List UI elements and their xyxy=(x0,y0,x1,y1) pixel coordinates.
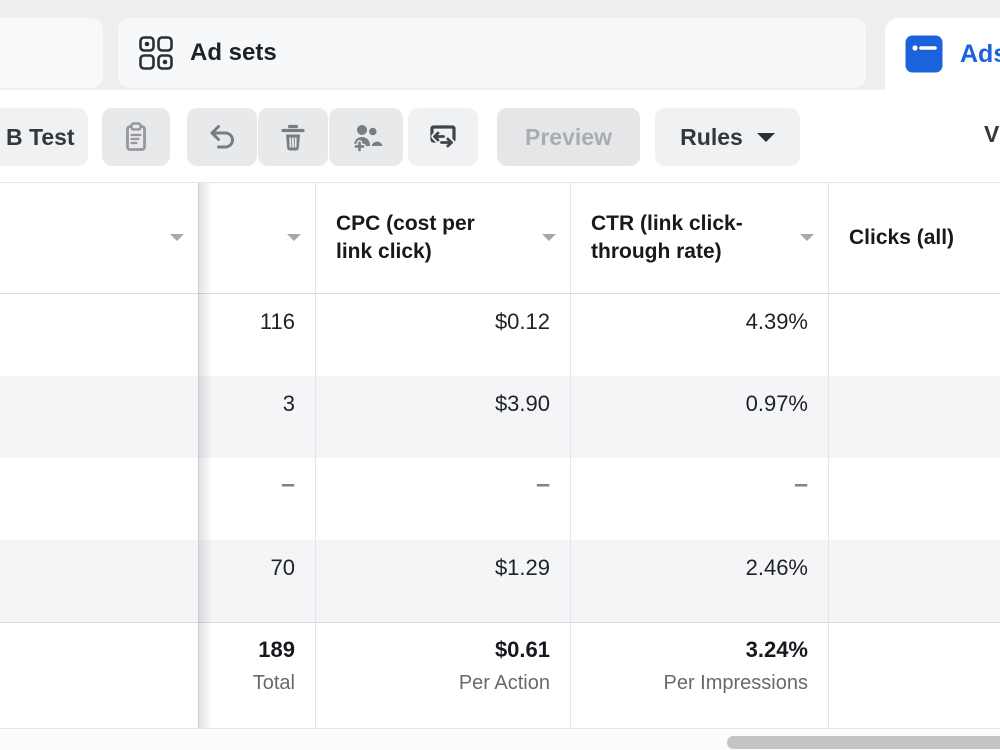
ab-test-label: B Test xyxy=(6,123,75,150)
paste-icon xyxy=(126,122,146,151)
total-cpc: $0.61 Per Action xyxy=(315,623,570,728)
cell-clicks xyxy=(828,376,1000,458)
undo-icon xyxy=(210,125,234,149)
cell-clicks xyxy=(828,294,1000,376)
cell-ctr: – xyxy=(570,458,828,540)
horizontal-scrollbar[interactable] xyxy=(0,728,1000,750)
table-row: 3 $3.90 0.97% xyxy=(0,376,1000,458)
rules-button[interactable]: Rules xyxy=(655,108,800,166)
delete-button[interactable] xyxy=(258,108,328,166)
tab-ads[interactable]: Ads xyxy=(885,18,1000,90)
trash-icon xyxy=(281,124,305,151)
tab-campaigns-partial[interactable] xyxy=(0,18,103,88)
cell-ctr: 2.46% xyxy=(570,540,828,622)
cell-cpc: $0.12 xyxy=(315,294,570,376)
cell-cpc: $3.90 xyxy=(315,376,570,458)
sort-arrow-icon[interactable] xyxy=(287,234,301,241)
cell-results: 70 xyxy=(270,555,295,580)
toolbar: B Test xyxy=(0,90,1000,182)
swap-screen-button[interactable] xyxy=(408,108,478,166)
undo-button[interactable] xyxy=(187,108,257,166)
cell-cpc: $1.29 xyxy=(315,540,570,622)
toolbar-right-partial[interactable]: V xyxy=(984,121,1000,147)
header-ctr[interactable]: CTR (link click-through rate) xyxy=(570,183,828,293)
cell-results: 3 xyxy=(282,391,295,416)
header-col-1[interactable] xyxy=(0,183,198,293)
cell-results: – xyxy=(281,470,295,498)
tab-ad-sets-label: Ad sets xyxy=(190,39,277,66)
preview-button[interactable]: Preview xyxy=(497,108,640,166)
tab-ads-label: Ads xyxy=(960,39,1000,68)
total-ctr: 3.24% Per Impressions xyxy=(570,623,828,728)
preview-label: Preview xyxy=(525,123,612,150)
metrics-table: CPC (cost per link click) CTR (link clic… xyxy=(0,182,1000,729)
total-results: 189 Total xyxy=(252,637,295,694)
sort-arrow-icon[interactable] xyxy=(170,234,184,241)
ad-sets-grid-icon xyxy=(139,36,173,70)
ab-test-button[interactable]: B Test xyxy=(0,108,88,166)
cell-ctr: 4.39% xyxy=(570,294,828,376)
cell-clicks xyxy=(828,458,1000,540)
table-row: 70 $1.29 2.46% xyxy=(0,540,1000,622)
header-cpc[interactable]: CPC (cost per link click) xyxy=(315,183,570,293)
cell-results: 116 xyxy=(259,309,295,334)
add-people-button[interactable] xyxy=(329,108,403,166)
cell-clicks xyxy=(828,540,1000,622)
table-totals-row: 189 Total $0.61 Per Action 3.24% Per Imp… xyxy=(0,622,1000,728)
tab-strip: Ad sets Ads xyxy=(0,0,1000,90)
cell-ctr: 0.97% xyxy=(570,376,828,458)
ads-icon xyxy=(905,35,943,73)
sort-arrow-icon[interactable] xyxy=(800,234,814,241)
chevron-down-icon xyxy=(756,132,775,142)
tab-ad-sets[interactable]: Ad sets xyxy=(118,18,866,88)
add-people-icon xyxy=(353,125,383,153)
cell-cpc: – xyxy=(315,458,570,540)
scrollbar-thumb[interactable] xyxy=(727,736,1000,749)
sort-arrow-icon[interactable] xyxy=(542,234,556,241)
total-clicks xyxy=(828,623,1000,728)
swap-screen-icon xyxy=(430,125,456,150)
table-row: 116 $0.12 4.39% xyxy=(0,294,1000,376)
header-clicks-all[interactable]: Clicks (all) xyxy=(828,183,1000,293)
paste-button[interactable] xyxy=(102,108,170,166)
rules-label: Rules xyxy=(680,123,743,150)
table-row: – – – xyxy=(0,458,1000,540)
header-col-2[interactable] xyxy=(198,183,315,293)
table-header-row: CPC (cost per link click) CTR (link clic… xyxy=(0,183,1000,294)
